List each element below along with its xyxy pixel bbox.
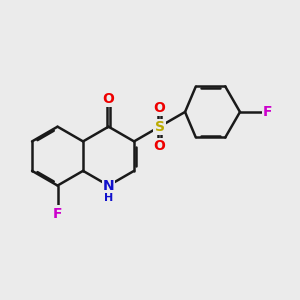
Text: O: O bbox=[154, 139, 166, 153]
Text: H: H bbox=[104, 193, 113, 203]
Text: S: S bbox=[154, 120, 164, 134]
Text: O: O bbox=[154, 100, 166, 115]
Text: F: F bbox=[263, 105, 273, 119]
Text: N: N bbox=[103, 178, 114, 193]
Text: F: F bbox=[53, 206, 62, 220]
Text: O: O bbox=[103, 92, 115, 106]
